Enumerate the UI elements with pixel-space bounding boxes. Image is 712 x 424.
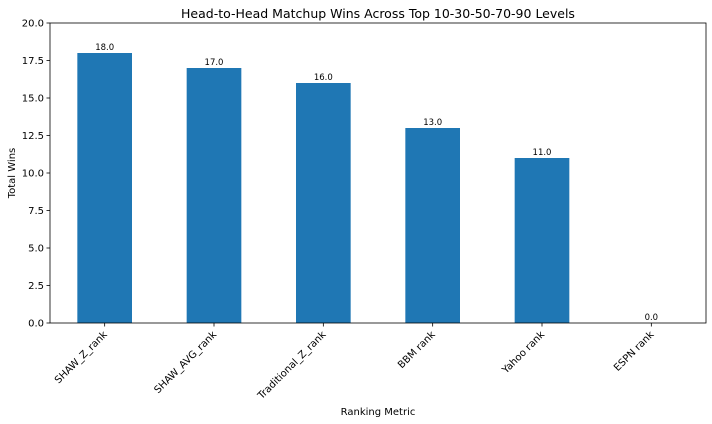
x-tick-label-2: Traditional_Z_rank [255, 329, 328, 402]
data-label-4: 11.0 [533, 148, 552, 158]
bar-0 [77, 53, 132, 323]
plot-area: 18.0 17.0 16.0 13.0 11.0 0.0 0.0 2.5 5.0 7.5 10.0 1… [22, 19, 707, 402]
bar-4 [514, 158, 570, 323]
x-tick-label-3: BBM rank [396, 329, 438, 371]
y-tick-label-7: 17.5 [22, 56, 44, 67]
data-label-0: 18.0 [95, 43, 114, 53]
y-tick-label-0: 0.0 [28, 319, 44, 330]
plot-frame [49, 22, 707, 324]
bar-1 [186, 68, 242, 323]
x-tick-label-1: SHAW_AVG_rank [152, 329, 219, 396]
x-tick-label-4: Yahoo rank [500, 329, 548, 377]
y-tick-label-8: 20.0 [22, 19, 44, 30]
x-tick-label-0: SHAW_Z_rank [53, 329, 110, 386]
data-label-3: 13.0 [423, 118, 442, 128]
y-tick-label-4: 10.0 [22, 169, 44, 180]
bar-2 [296, 83, 351, 323]
y-tick-label-6: 15.0 [22, 94, 44, 105]
x-tick-label-5: ESPN rank [612, 329, 657, 374]
y-tick-label-5: 12.5 [22, 131, 44, 142]
chart-title: Head-to-Head Matchup Wins Across Top 10-… [181, 6, 575, 21]
data-label-1: 17.0 [205, 58, 224, 68]
y-tick-label-3: 7.5 [28, 206, 44, 217]
data-label-5: 0.0 [645, 313, 659, 323]
y-tick-label-1: 2.5 [28, 281, 44, 292]
x-axis-label: Ranking Metric [341, 407, 416, 418]
data-label-2: 16.0 [314, 73, 333, 83]
y-tick-label-2: 5.0 [28, 244, 44, 255]
y-axis-label: Total Wins [7, 148, 18, 200]
bar-3 [405, 128, 460, 323]
